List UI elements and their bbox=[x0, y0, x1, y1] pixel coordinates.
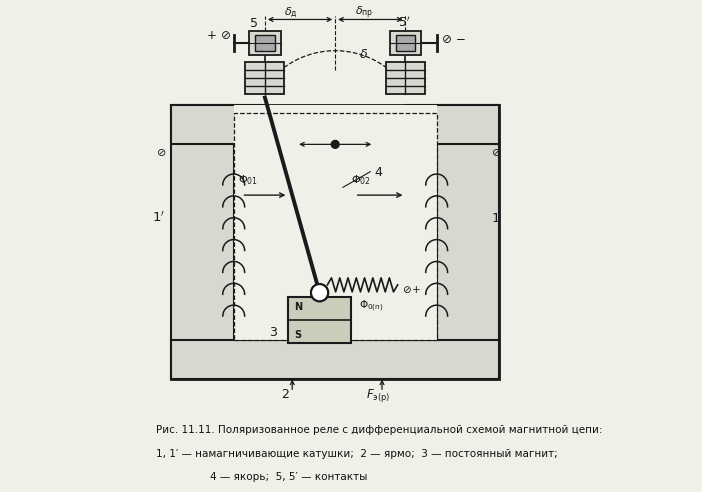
Text: $\Phi_{0(\text{п})}$: $\Phi_{0(\text{п})}$ bbox=[359, 298, 383, 313]
Text: $\Phi_{02}$: $\Phi_{02}$ bbox=[351, 173, 371, 187]
Bar bbox=[171, 105, 265, 144]
Circle shape bbox=[331, 140, 339, 148]
Text: $5'$: $5'$ bbox=[397, 16, 410, 31]
Bar bbox=[437, 105, 499, 378]
Bar bbox=[406, 105, 499, 144]
Text: $\delta$: $\delta$ bbox=[359, 49, 368, 62]
Bar bbox=[249, 31, 281, 55]
Text: $\oslash\!+$: $\oslash\!+$ bbox=[402, 284, 420, 295]
Text: $F_{\text{э(р)}}$: $F_{\text{э(р)}}$ bbox=[366, 387, 390, 404]
Bar bbox=[246, 62, 284, 93]
Text: 1, 1′ — намагничивающие катушки;  2 — ярмо;  3 — постоянный магнит;: 1, 1′ — намагничивающие катушки; 2 — ярм… bbox=[156, 449, 557, 459]
Bar bbox=[289, 297, 351, 343]
Text: $2$: $2$ bbox=[281, 388, 289, 401]
Text: $+\,\oslash$: $+\,\oslash$ bbox=[206, 29, 231, 42]
Text: S: S bbox=[294, 330, 301, 339]
Bar bbox=[171, 105, 499, 378]
Bar bbox=[171, 105, 234, 378]
Bar bbox=[171, 339, 499, 378]
Bar bbox=[234, 113, 437, 339]
Bar bbox=[234, 105, 437, 339]
Text: $\delta_{\text{пр}}$: $\delta_{\text{пр}}$ bbox=[355, 5, 373, 21]
Text: N: N bbox=[294, 302, 303, 312]
Text: $1'$: $1'$ bbox=[152, 211, 165, 225]
Bar bbox=[255, 35, 274, 51]
Bar bbox=[386, 62, 425, 93]
Circle shape bbox=[311, 284, 328, 301]
Text: $\oslash\,-$: $\oslash\,-$ bbox=[441, 33, 465, 46]
Text: $\oslash$: $\oslash$ bbox=[491, 147, 502, 158]
Text: $5$: $5$ bbox=[249, 17, 258, 31]
Text: $\oslash$: $\oslash$ bbox=[156, 147, 166, 158]
Text: Рис. 11.11. Поляризованное реле с дифференциальной схемой магнитной цепи:: Рис. 11.11. Поляризованное реле с диффер… bbox=[156, 425, 602, 435]
Text: $4$: $4$ bbox=[374, 166, 383, 179]
Text: $\Phi_{01}$: $\Phi_{01}$ bbox=[237, 173, 258, 187]
Text: $\delta_{\text{д}}$: $\delta_{\text{д}}$ bbox=[284, 6, 298, 21]
Bar bbox=[390, 31, 421, 55]
Circle shape bbox=[311, 284, 328, 301]
Text: $3$: $3$ bbox=[269, 326, 278, 338]
Text: $1$: $1$ bbox=[491, 213, 501, 225]
Bar bbox=[396, 35, 415, 51]
Text: 4 — якорь;  5, 5′ — контакты: 4 — якорь; 5, 5′ — контакты bbox=[211, 472, 368, 482]
